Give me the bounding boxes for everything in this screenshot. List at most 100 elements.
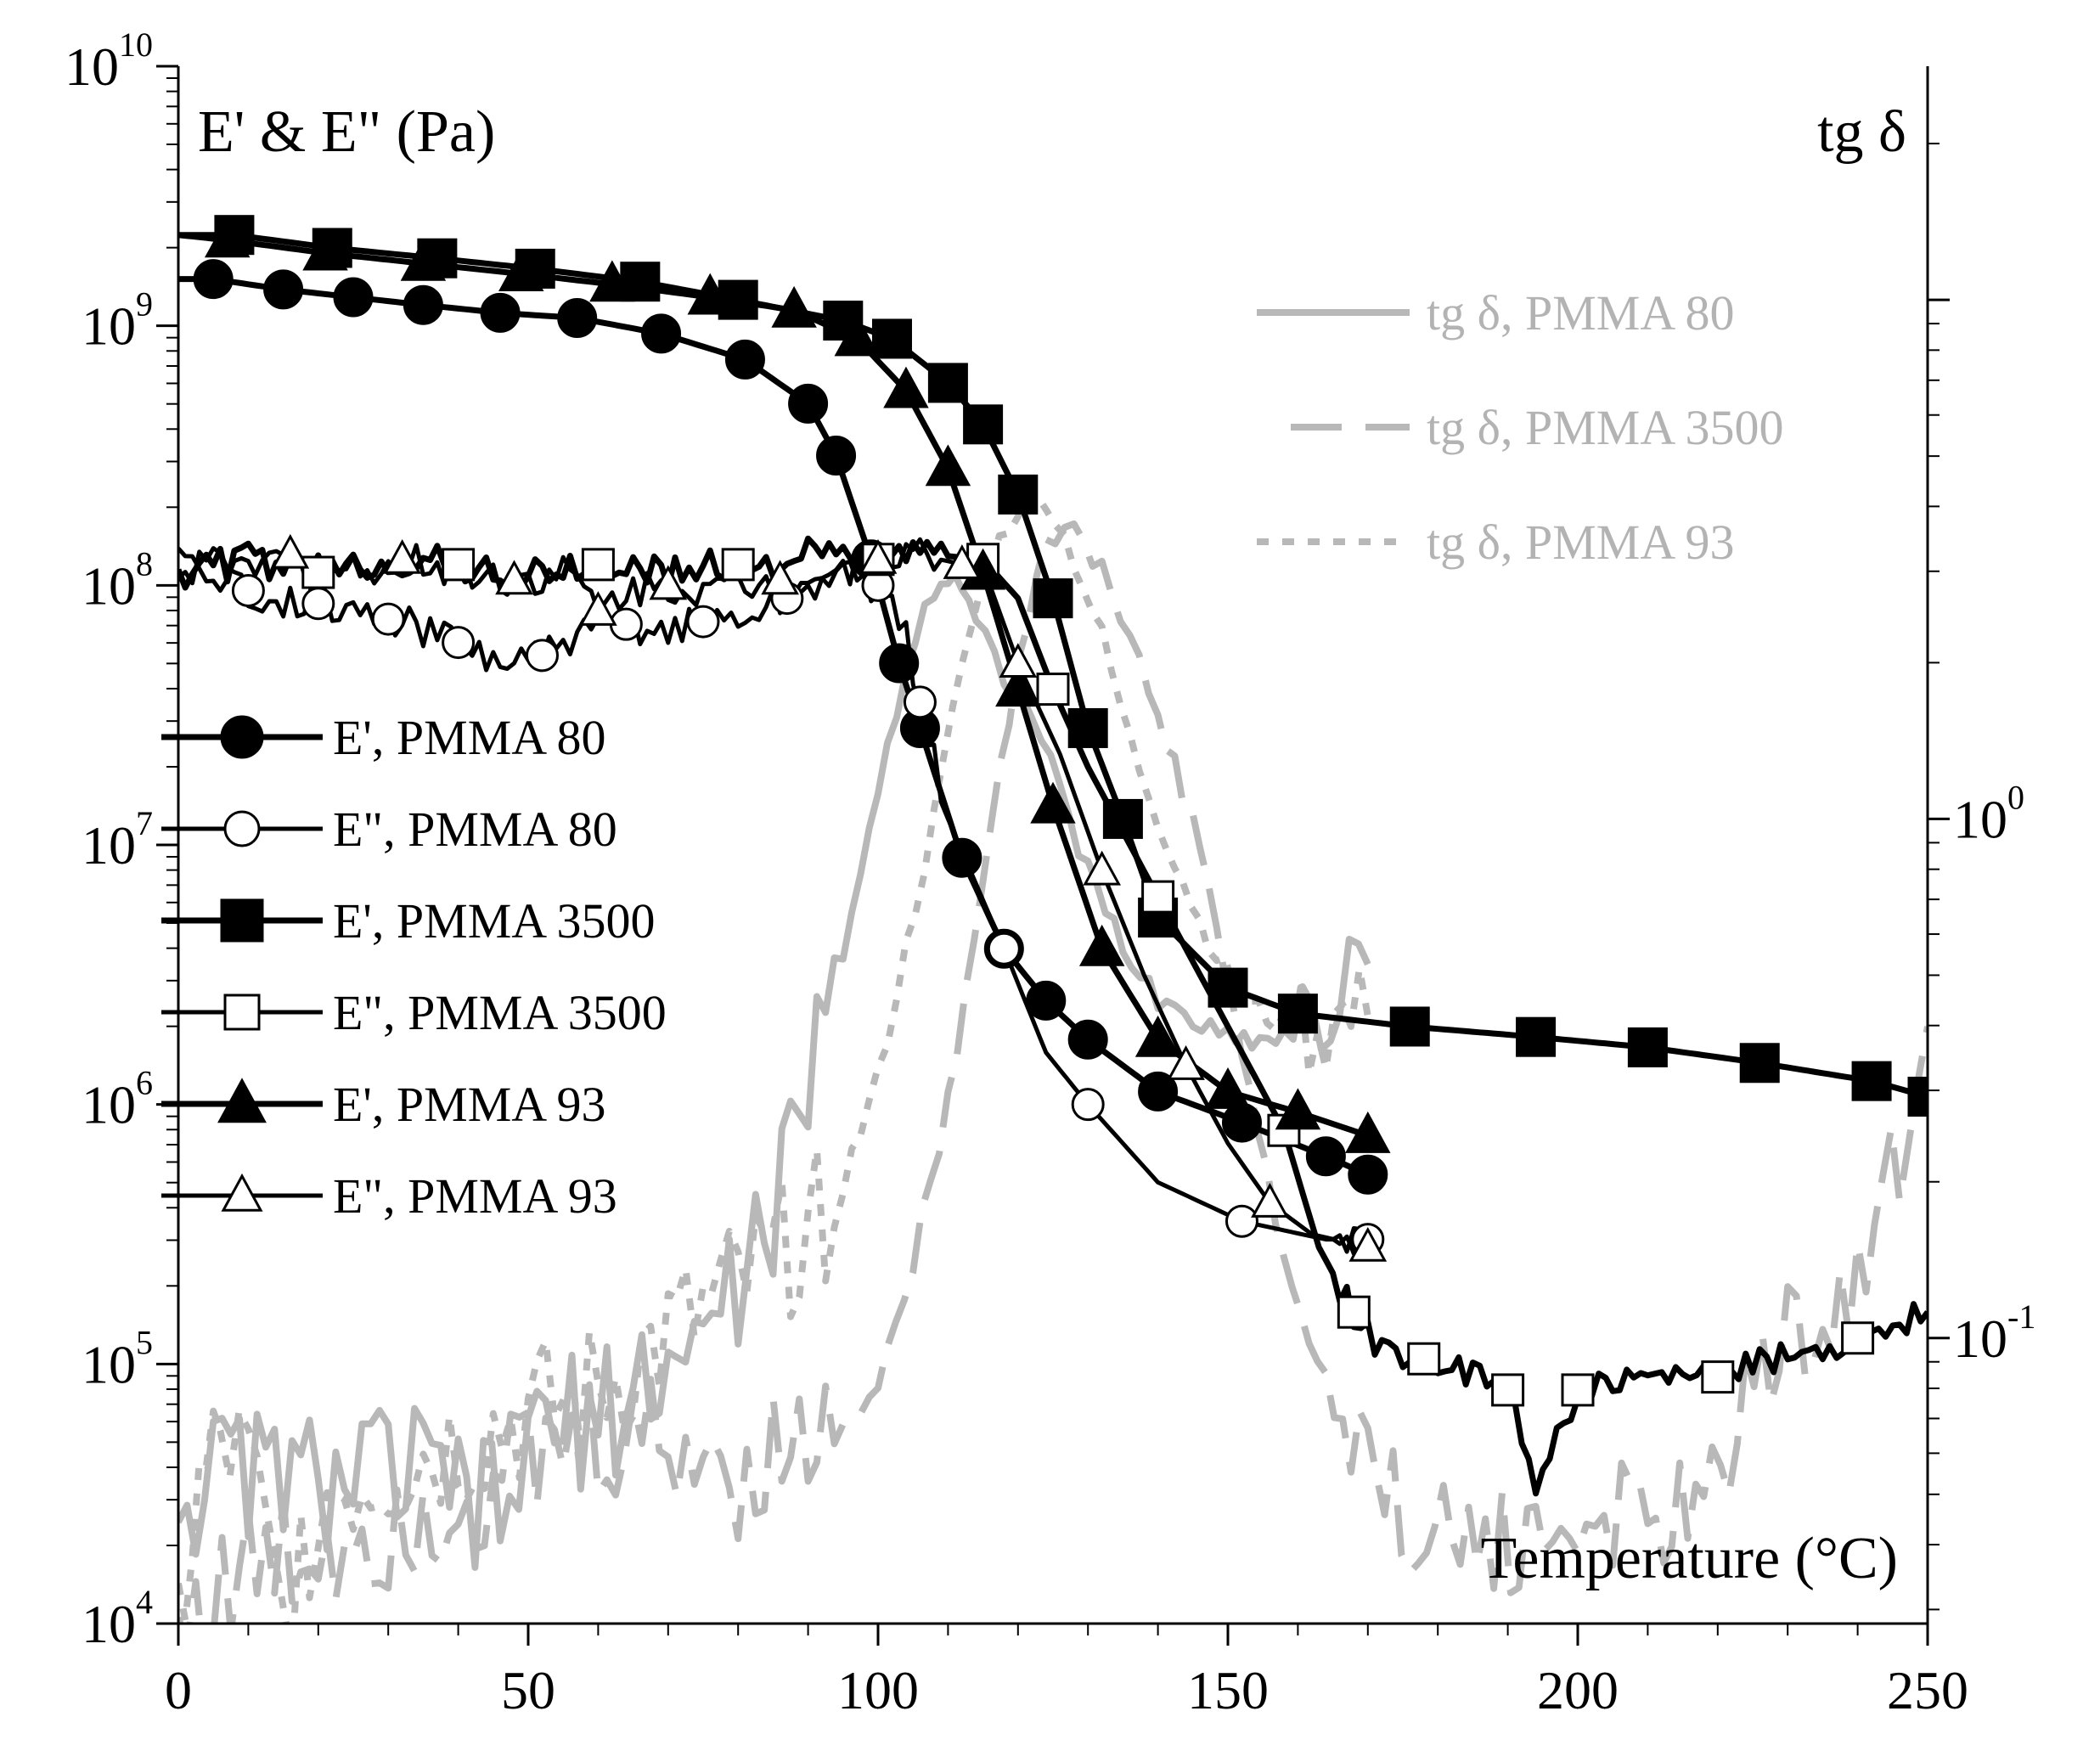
marker-e-pmma-93-2 bbox=[302, 228, 348, 271]
legend-left: E', PMMA 80 E", PMMA 80 E', PMMA 3500 E", P… bbox=[161, 710, 667, 1224]
y-tick-exp-7: 7 bbox=[136, 804, 153, 842]
x-tick-label-200: 200 bbox=[1537, 1660, 1619, 1720]
marker-e-pmma-3500-21 bbox=[1739, 1043, 1780, 1084]
marker-e-pmma-93-12 bbox=[761, 560, 799, 595]
y-tick-base-6: 10 bbox=[82, 1075, 136, 1135]
marker-e-pmma-93-1 bbox=[204, 216, 251, 258]
marker-e-pmma-3500-6 bbox=[581, 548, 615, 582]
legend-label-tg-pmma-3500: tg δ, PMMA 3500 bbox=[1427, 400, 1784, 455]
marker-e-pmma-3500-22 bbox=[1851, 1061, 1892, 1101]
marker-e-pmma-93-26 bbox=[1348, 1226, 1388, 1262]
marker-e-pmma-80-14 bbox=[942, 837, 982, 878]
marker-e-pmma-3500-14 bbox=[1102, 798, 1143, 839]
legend-marker-e-pmma-3500 bbox=[223, 994, 261, 1031]
marker-e-pmma-93-7 bbox=[771, 285, 817, 328]
y-axis-title: E' & E" (Pa) bbox=[198, 99, 495, 165]
marker-e-pmma-93-10 bbox=[649, 565, 688, 600]
marker-e-pmma-80-8 bbox=[442, 626, 476, 660]
marker-e-pmma-93-24 bbox=[1251, 1182, 1289, 1218]
marker-e-pmma-93-2 bbox=[271, 533, 310, 569]
marker-e-pmma-80-26 bbox=[1225, 1204, 1258, 1238]
marker-e-pmma-3500-18 bbox=[1389, 1006, 1430, 1047]
marker-e-pmma-93-6 bbox=[495, 560, 533, 595]
marker-e-pmma-80-5 bbox=[480, 292, 521, 333]
marker-e-pmma-93-6 bbox=[687, 273, 733, 315]
y2-tick-exp--1: -1 bbox=[2007, 1297, 2035, 1336]
marker-e-pmma-93-10 bbox=[925, 444, 971, 487]
y-tick-exp-5: 5 bbox=[136, 1323, 153, 1361]
marker-e-pmma-93-4 bbox=[498, 250, 544, 292]
y-tick-label-10: 1010 bbox=[65, 25, 153, 97]
y-tick-base-9: 10 bbox=[82, 296, 136, 357]
marker-e-pmma-3500-22 bbox=[1407, 1342, 1441, 1376]
y-tick-base-10: 10 bbox=[65, 37, 119, 97]
marker-e-pmma-93-14 bbox=[1078, 924, 1125, 966]
y2-tick-base-0: 10 bbox=[1953, 789, 2007, 849]
y2-tick-label-0: 100 bbox=[1953, 778, 2024, 849]
marker-e-pmma-80-2 bbox=[231, 573, 265, 607]
series-line-tg-pmma-3500 bbox=[178, 520, 1928, 1624]
marker-e-pmma-3500-14 bbox=[1036, 673, 1070, 706]
legend-marker-e-pmma-3500 bbox=[220, 898, 264, 943]
marker-e-pmma-80-8 bbox=[724, 339, 765, 380]
marker-e-pmma-93-18 bbox=[1345, 1111, 1391, 1153]
marker-e-pmma-80-21 bbox=[1348, 1154, 1388, 1195]
y-tick-label-8: 108 bbox=[82, 544, 153, 616]
legend-label-e-pmma-80: E', PMMA 80 bbox=[333, 710, 605, 765]
marker-e-pmma-93-18 bbox=[999, 643, 1038, 678]
marker-e-pmma-3500-12 bbox=[1033, 578, 1073, 619]
y2-axis-title: tg δ bbox=[1817, 99, 1906, 165]
marker-e-pmma-80-6 bbox=[557, 297, 598, 338]
marker-e-pmma-93-20 bbox=[1083, 850, 1122, 886]
axes: 0 50 100 150 200 2501041051061071081091010100… bbox=[65, 25, 2035, 1720]
y2-tick-base--1: 10 bbox=[1953, 1309, 2007, 1369]
legend-label-e-pmma-3500: E", PMMA 3500 bbox=[333, 985, 667, 1040]
marker-e-pmma-3500-8 bbox=[871, 318, 912, 359]
y-tick-exp-6: 6 bbox=[136, 1064, 153, 1102]
marker-e-pmma-80-10 bbox=[525, 639, 559, 673]
marker-e-pmma-3500-26 bbox=[1561, 1373, 1595, 1407]
legend-label-e-pmma-93: E", PMMA 93 bbox=[333, 1168, 617, 1224]
marker-e-pmma-3500-4 bbox=[442, 548, 476, 582]
marker-e-pmma-93-17 bbox=[1275, 1088, 1321, 1130]
x-tick-label-250: 250 bbox=[1887, 1660, 1968, 1720]
marker-e-pmma-93-8 bbox=[579, 591, 617, 626]
series-line-tg-pmma-80 bbox=[178, 571, 1371, 1571]
marker-e-pmma-80-19 bbox=[1221, 1102, 1262, 1143]
marker-e-pmma-3500-24 bbox=[1491, 1373, 1525, 1407]
y2-tick-label--1: 10-1 bbox=[1953, 1297, 2035, 1369]
marker-e-pmma-80-3 bbox=[333, 277, 374, 318]
marker-e-pmma-93-12 bbox=[995, 665, 1041, 707]
marker-e-pmma-93-8 bbox=[834, 314, 881, 357]
marker-e-pmma-80-4 bbox=[301, 587, 335, 621]
marker-e-pmma-80-2 bbox=[263, 269, 304, 310]
marker-e-pmma-3500-17 bbox=[1277, 994, 1318, 1034]
marker-e-pmma-3500-23 bbox=[1907, 1076, 1928, 1117]
x-tick-label-100: 100 bbox=[837, 1660, 919, 1720]
legend-marker-e-pmma-93 bbox=[221, 1173, 263, 1212]
y-tick-base-4: 10 bbox=[82, 1594, 136, 1654]
marker-e-pmma-3500-10 bbox=[963, 404, 1004, 445]
marker-e-pmma-80-1 bbox=[193, 259, 234, 300]
y-tick-base-8: 10 bbox=[82, 555, 136, 616]
marker-e-pmma-80-9 bbox=[788, 383, 829, 424]
y-tick-base-7: 10 bbox=[82, 815, 136, 875]
marker-e-pmma-93-22 bbox=[1167, 1044, 1205, 1080]
y-tick-exp-10: 10 bbox=[119, 25, 153, 64]
marker-e-pmma-93-16 bbox=[1205, 1067, 1251, 1109]
y-tick-label-9: 109 bbox=[82, 285, 153, 357]
legend-label-tg-pmma-93: tg δ, PMMA 93 bbox=[1427, 515, 1735, 570]
legend-label-tg-pmma-80: tg δ, PMMA 80 bbox=[1427, 285, 1735, 341]
marker-e-pmma-3500-13 bbox=[1067, 707, 1108, 748]
marker-e-pmma-80-10 bbox=[816, 436, 857, 476]
marker-e-pmma-80-24 bbox=[1071, 1088, 1105, 1122]
x-tick-label-150: 150 bbox=[1187, 1660, 1269, 1720]
legend-label-e-pmma-93: E', PMMA 93 bbox=[333, 1077, 605, 1132]
y-tick-label-5: 105 bbox=[82, 1323, 153, 1394]
legend-label-e-pmma-80: E", PMMA 80 bbox=[333, 802, 617, 857]
marker-e-pmma-80-16 bbox=[1026, 980, 1067, 1021]
legend-marker-e-pmma-80 bbox=[223, 810, 261, 847]
marker-e-pmma-80-6 bbox=[371, 602, 405, 636]
y-tick-label-6: 106 bbox=[82, 1064, 153, 1135]
y-tick-label-7: 107 bbox=[82, 804, 153, 875]
